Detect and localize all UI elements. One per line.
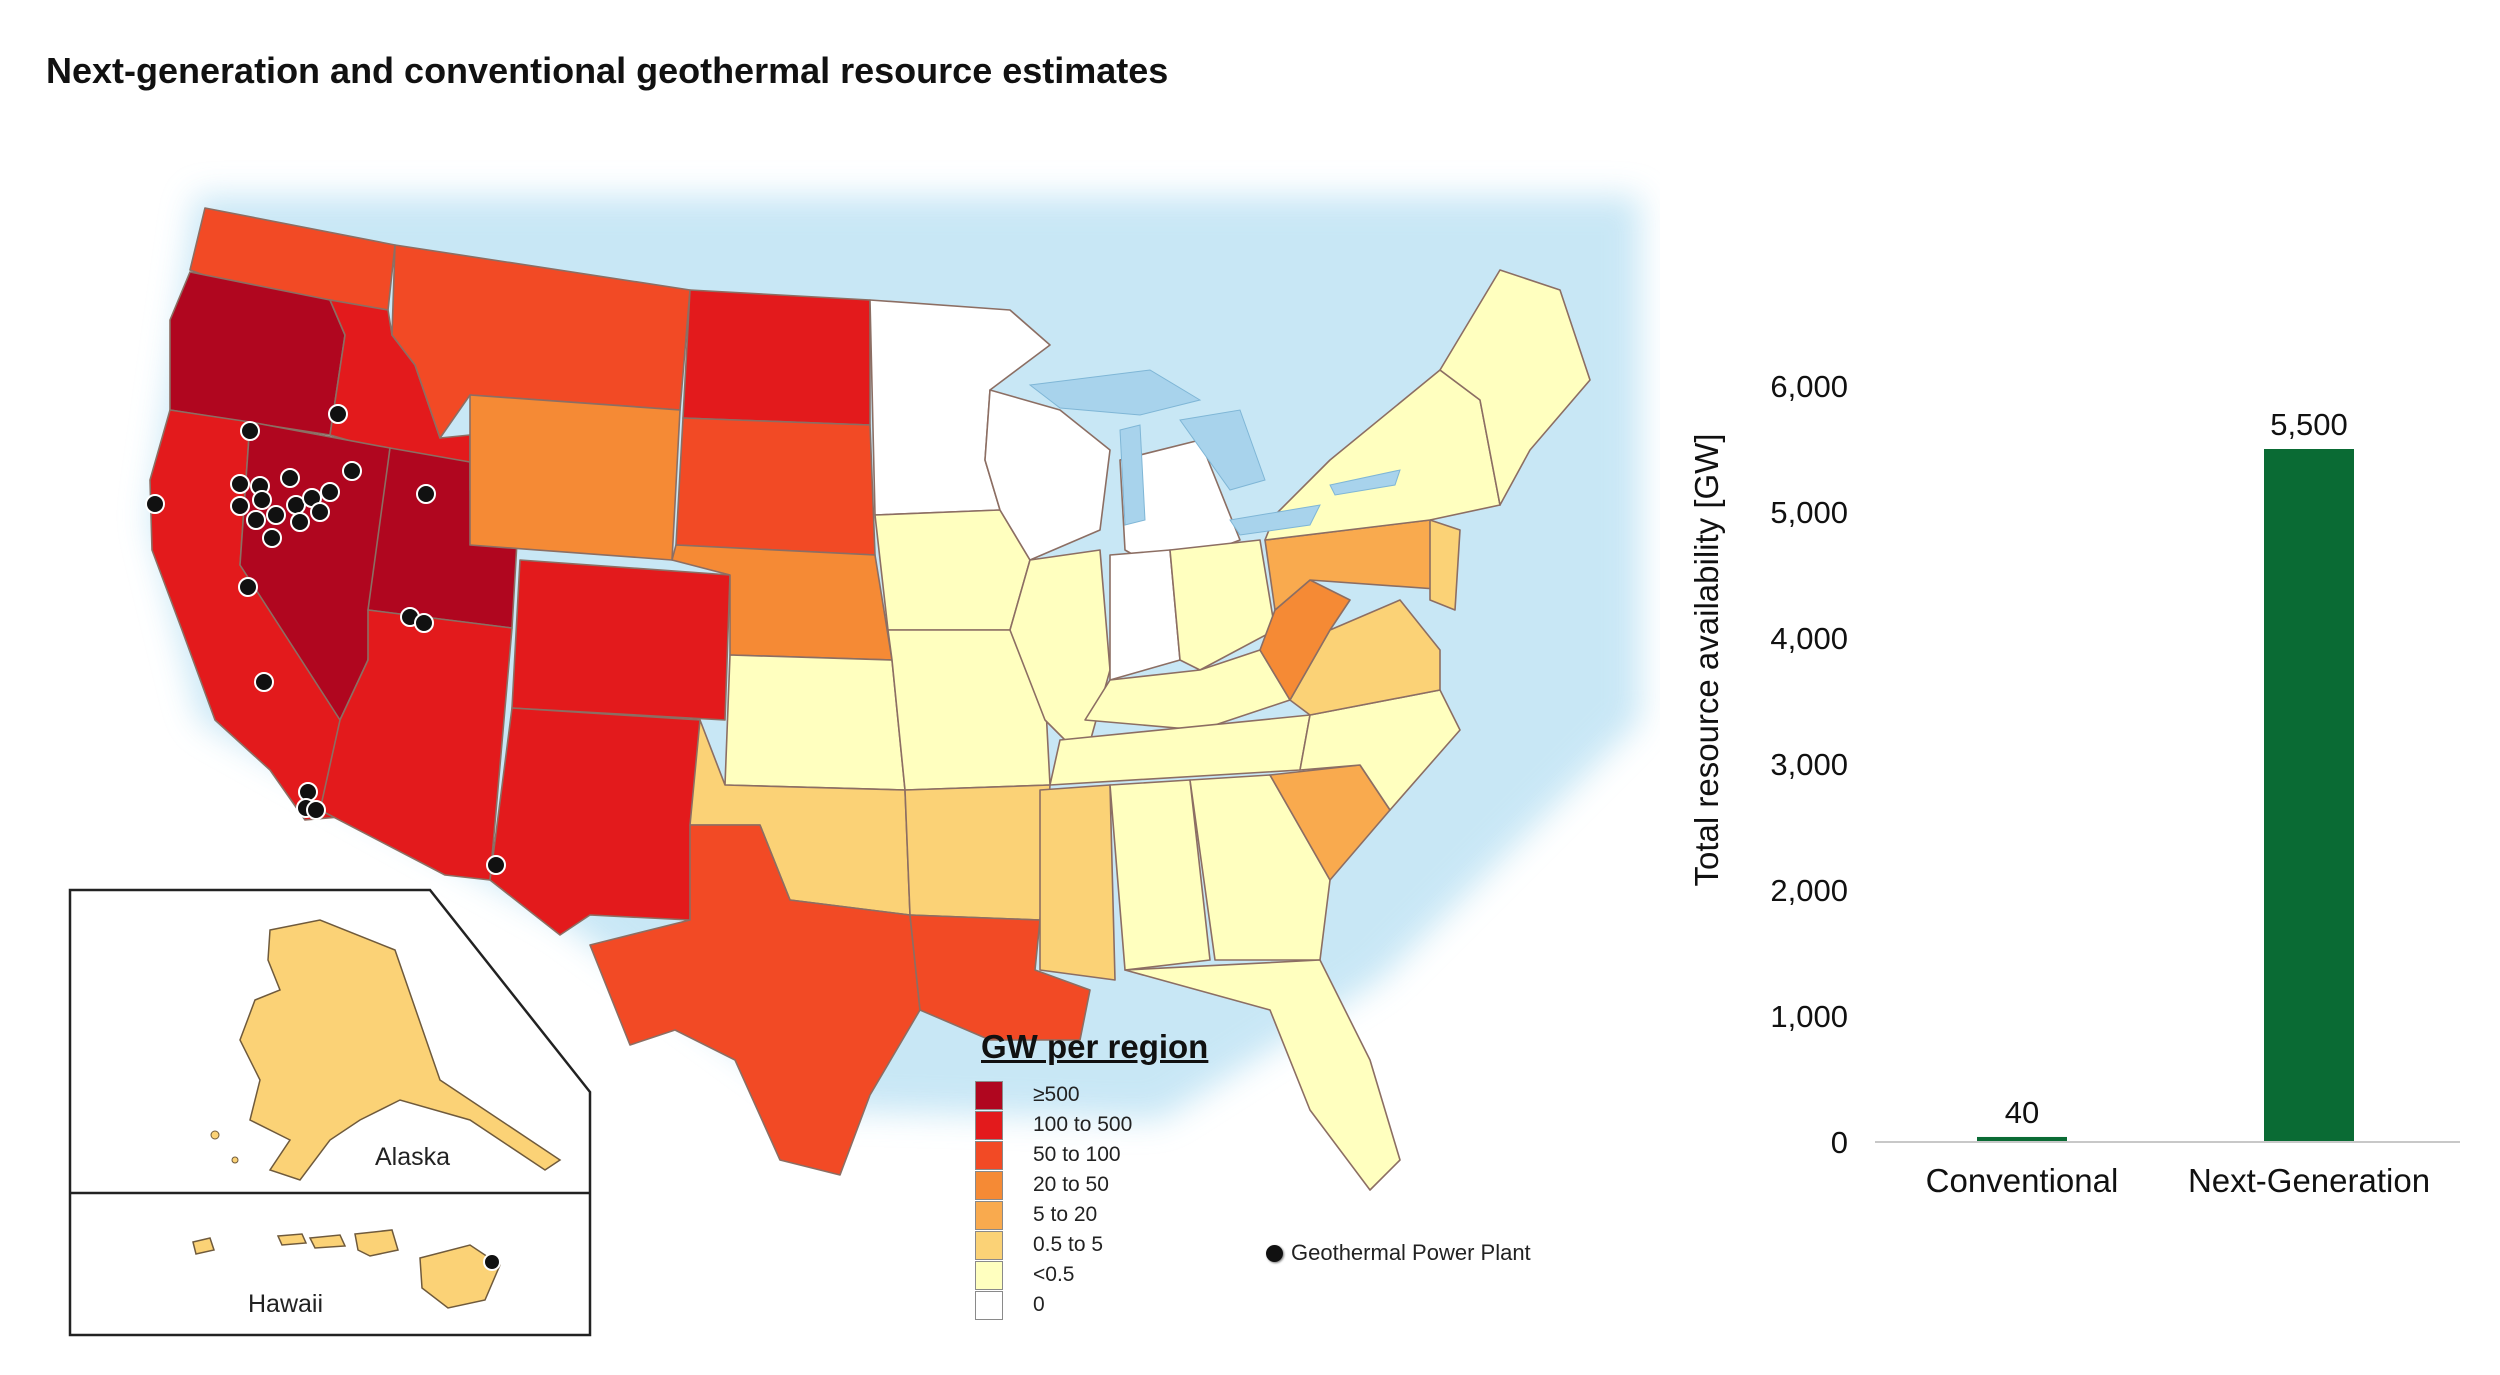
x-axis-ticks: Conventional Next-Generation [1926,1162,2430,1199]
power-plant-marker [254,672,274,692]
map-legend: GW per region ≥500 100 to 500 50 to 100 … [975,1028,1255,1320]
power-plant-marker [306,800,326,820]
page-title: Next-generation and conventional geother… [46,50,1169,91]
state-idaho [329,299,471,476]
state-indiana [1109,549,1181,681]
legend-swatch [975,1170,1003,1200]
legend-label: 5 to 20 [1033,1203,1098,1226]
legend-item: 50 to 100 [975,1140,1255,1170]
legend-item: 100 to 500 [975,1110,1255,1140]
state-south-dakota [675,417,876,556]
y-tick-label: 5,000 [1770,495,1848,530]
great-lakes [1028,369,1401,536]
power-plant-marker [320,482,340,502]
x-tick-label: Conventional [1926,1162,2119,1199]
plant-legend-label: Geothermal Power Plant [1291,1240,1531,1265]
state-louisiana [909,914,1091,1041]
power-plant-marker [416,484,436,504]
y-tick-label: 6,000 [1770,369,1848,404]
legend-label: 0.5 to 5 [1033,1233,1104,1256]
bar [2264,449,2354,1142]
legend-swatch [975,1230,1003,1260]
bar-value-label: 5,500 [2270,407,2348,442]
power-plant-marker [342,461,362,481]
state-georgia [1189,774,1331,961]
resource-bar-chart: 0 1,000 2,000 3,000 4,000 5,000 6,000 Total re… [1688,369,2460,1199]
legend-title: GW per region [981,1028,1209,1065]
legend-item: <0.5 [975,1260,1255,1290]
state-arizona [319,609,513,881]
legend-item: 0 [975,1290,1255,1320]
power-plant-marker [280,468,300,488]
state-texas [589,824,921,1176]
y-tick-label: 2,000 [1770,873,1848,908]
legend-item: 5 to 20 [975,1200,1255,1230]
power-plant-marker [246,510,266,530]
y-tick-label: 3,000 [1770,747,1848,782]
state-alabama [1109,779,1211,971]
legend-label: 50 to 100 [1033,1143,1121,1166]
legend-swatch [975,1260,1003,1290]
state-iowa [874,509,1031,631]
state-colorado [511,559,731,721]
bar [1977,1136,2067,1142]
legend-swatch [975,1140,1003,1170]
y-tick-label: 0 [1831,1125,1848,1160]
legend-label: 100 to 500 [1033,1113,1133,1136]
plant-legend: Geothermal Power Plant [1266,1240,1531,1266]
legend-label: 20 to 50 [1033,1173,1109,1196]
bars: 40 5,500 [1977,407,2354,1142]
state-wisconsin [984,389,1111,561]
y-axis-label: Total resource availability [GW] [1688,434,1725,887]
legend-label: 0 [1033,1293,1045,1316]
legend-swatch [975,1110,1003,1140]
state-wyoming [469,394,681,561]
power-plant-marker [266,505,286,525]
power-plant-marker [290,512,310,532]
hawaii-label: Hawaii [248,1290,323,1318]
bar-value-label: 40 [2005,1095,2039,1130]
inset-box: Alaska Hawaii [68,888,592,1337]
state-new-jersey-delaware [1429,519,1461,611]
power-plant-marker [240,421,260,441]
alaska-shape [239,919,562,1181]
alaska-label: Alaska [375,1143,450,1171]
legend-swatch [975,1290,1003,1320]
y-axis-ticks: 0 1,000 2,000 3,000 4,000 5,000 6,000 [1770,369,1848,1160]
us-states [149,207,1591,1191]
state-north-dakota [682,289,871,426]
power-plant-icon [1266,1244,1283,1262]
legend-item: 0.5 to 5 [975,1230,1255,1260]
power-plant-marker [483,1253,501,1271]
power-plant-marker [238,577,258,597]
power-plant-marker [145,494,165,514]
legend-swatch [975,1200,1003,1230]
legend-item: 20 to 50 [975,1170,1255,1200]
legend-swatch [975,1080,1003,1110]
x-tick-label: Next-Generation [2188,1162,2430,1199]
power-plant-marker [252,490,272,510]
power-plant-marker [230,474,250,494]
state-arkansas [904,784,1051,921]
legend-item: ≥500 [975,1080,1255,1110]
state-new-england [1439,269,1591,506]
state-mississippi [1039,784,1116,981]
state-ohio [1169,539,1276,671]
state-new-mexico [489,707,701,936]
hawaii-islands [192,1229,501,1309]
legend-label: ≥500 [1033,1083,1080,1106]
power-plant-marker [486,855,506,875]
geothermal-resource-map: Alaska Hawaii [68,196,1640,1337]
y-tick-label: 4,000 [1770,621,1848,656]
y-tick-label: 1,000 [1770,999,1848,1034]
power-plant-marker [414,613,434,633]
legend-label: <0.5 [1033,1263,1075,1286]
state-kansas [724,654,906,791]
power-plant-marker [328,404,348,424]
state-florida [1124,959,1401,1191]
power-plant-marker [230,496,250,516]
power-plant-marker [262,528,282,548]
power-plants [145,404,506,875]
power-plant-marker [310,502,330,522]
